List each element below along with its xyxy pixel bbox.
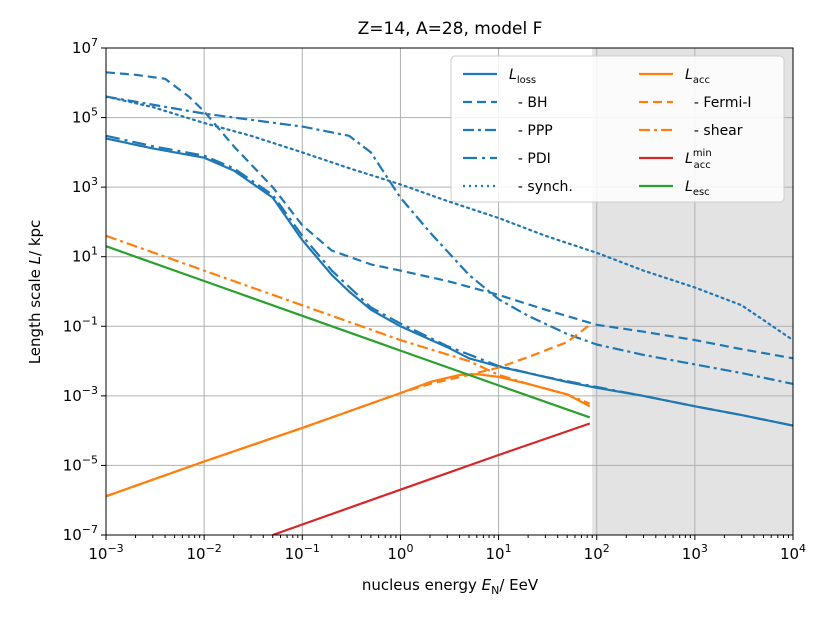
series-pdi bbox=[106, 134, 793, 427]
y-axis-label: Length scale L/ kpc bbox=[26, 220, 44, 365]
legend-label-accmin: Lmin acc bbox=[685, 148, 712, 171]
x-tick-label: 10−3 bbox=[88, 542, 123, 563]
series-ppp bbox=[106, 95, 793, 385]
legend-label-loss: Lloss bbox=[509, 67, 536, 86]
x-tick-label: 103 bbox=[682, 542, 708, 563]
x-axis-label: nucleus energy EN/ EeV bbox=[362, 576, 539, 597]
x-tick-label: 104 bbox=[780, 542, 806, 563]
y-tick-label: 103 bbox=[72, 175, 98, 196]
y-tick-label: 10−3 bbox=[63, 384, 98, 405]
y-tick-label: 107 bbox=[72, 36, 98, 57]
legend-label-acc: Lacc bbox=[685, 67, 710, 86]
x-tick-label: 102 bbox=[584, 542, 610, 563]
series-accmin bbox=[272, 422, 591, 535]
series-esc bbox=[106, 245, 591, 419]
series-bh bbox=[106, 71, 793, 360]
x-tick-label: 10−1 bbox=[285, 542, 320, 563]
series-layer bbox=[106, 71, 793, 535]
x-tick-label: 101 bbox=[486, 542, 512, 563]
series-fermi bbox=[106, 323, 591, 498]
y-tick-label: 10−5 bbox=[63, 453, 98, 474]
legend-label-shear: - shear bbox=[685, 123, 743, 139]
legend-label-bh: - BH bbox=[509, 95, 548, 111]
series-loss bbox=[106, 137, 793, 427]
legend-label-pdi: - PDI bbox=[509, 151, 551, 167]
y-tick-label: 105 bbox=[72, 106, 98, 127]
legend-label-synch: - synch. bbox=[509, 179, 573, 195]
series-shear bbox=[106, 234, 591, 405]
x-tick-label: 10−2 bbox=[186, 542, 221, 563]
legend-label-esc: Lesc bbox=[685, 179, 710, 198]
axis-ticks: 10−3 10−2 10−1 100 101 102 103 104 10−7 10−5 10−3 1… bbox=[63, 36, 806, 563]
series-synch bbox=[106, 95, 793, 342]
legend-box bbox=[450, 55, 785, 203]
y-tick-label: 101 bbox=[72, 245, 98, 266]
y-tick-label: 10−1 bbox=[63, 314, 98, 335]
x-tick-label: 100 bbox=[387, 542, 413, 563]
legend-label-fermi: - Fermi-I bbox=[685, 95, 752, 111]
chart-title: Z=14, A=28, model F bbox=[358, 19, 543, 39]
plot-frame bbox=[105, 47, 794, 536]
y-tick-label: 10−7 bbox=[63, 523, 98, 544]
legend-label-ppp: - PPP bbox=[509, 123, 553, 139]
legend: Lloss - BH - PPP - PDI - synch. Lacc - Fe… bbox=[450, 55, 785, 203]
